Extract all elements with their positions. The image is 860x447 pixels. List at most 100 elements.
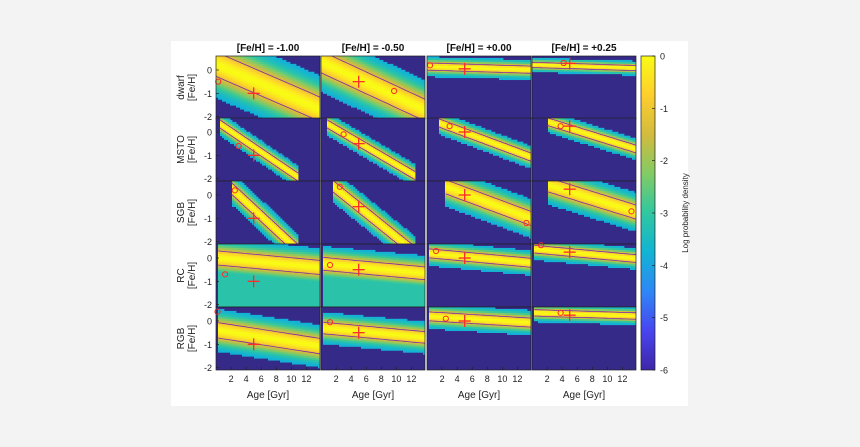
density-cell (278, 87, 281, 90)
density-cell (339, 67, 342, 71)
density-cell (288, 165, 291, 168)
density-cell (329, 133, 332, 137)
density-cell (534, 63, 537, 67)
density-cell (278, 63, 281, 67)
density-cell (417, 109, 420, 112)
density-cell (288, 93, 291, 96)
density-cell (385, 61, 388, 65)
density-cell (367, 155, 370, 158)
density-cell (419, 109, 422, 112)
density-cell (224, 69, 227, 73)
density-cell (248, 135, 251, 139)
density-cell (345, 79, 348, 82)
density-cell (272, 105, 275, 108)
density-cell (435, 56, 438, 59)
density-cell (401, 177, 404, 180)
density-cell (491, 133, 494, 137)
density-cell (216, 63, 219, 67)
density-cell (429, 57, 432, 61)
density-cell (592, 69, 595, 73)
density-cell (461, 127, 464, 131)
density-cell (353, 149, 356, 152)
density-cell (465, 71, 468, 75)
density-cell (278, 161, 281, 164)
density-cell (333, 75, 336, 79)
density-cell (379, 165, 382, 168)
density-cell (240, 93, 243, 96)
density-cell (254, 81, 257, 84)
density-cell (302, 89, 305, 92)
density-cell (626, 71, 629, 75)
density-cell (294, 75, 297, 79)
density-cell (254, 95, 257, 98)
density-cell (357, 59, 360, 63)
density-cell (284, 79, 287, 82)
density-cell (503, 139, 506, 143)
density-cell (250, 105, 253, 108)
density-cell (224, 99, 227, 102)
density-cell (413, 75, 416, 79)
density-cell (302, 91, 305, 94)
density-cell (461, 137, 464, 141)
density-cell (393, 173, 396, 176)
density-cell (437, 69, 440, 73)
density-cell (536, 69, 539, 73)
density-cell (367, 105, 370, 108)
density-cell (405, 99, 408, 102)
density-cell (254, 107, 257, 110)
density-cell (276, 93, 279, 96)
density-cell (272, 63, 275, 67)
density-cell (399, 79, 402, 82)
density-cell (501, 71, 504, 75)
density-cell (389, 67, 392, 71)
density-cell (347, 141, 350, 144)
density-cell (268, 167, 271, 170)
density-cell (230, 67, 233, 71)
density-cell (216, 95, 219, 98)
density-cell (272, 67, 275, 71)
density-cell (477, 75, 480, 79)
density-cell (321, 75, 324, 79)
density-cell (349, 73, 352, 77)
density-cell (417, 95, 420, 98)
density-cell (347, 143, 350, 146)
density-cell (534, 61, 537, 65)
density-cell (353, 103, 356, 106)
density-cell (304, 97, 307, 100)
density-cell (242, 71, 245, 75)
density-cell (343, 73, 346, 77)
density-cell (419, 89, 422, 92)
density-cell (521, 59, 524, 63)
density-cell (467, 125, 470, 129)
density-cell (487, 129, 490, 133)
density-cell (381, 109, 384, 112)
density-cell (588, 61, 591, 65)
density-cell (409, 73, 412, 77)
density-cell (327, 83, 330, 86)
density-cell (562, 63, 565, 67)
density-cell (393, 93, 396, 96)
density-cell (347, 59, 350, 63)
density-cell (222, 125, 225, 129)
density-cell (300, 85, 303, 88)
density-cell (517, 65, 520, 69)
density-cell (270, 115, 273, 118)
density-cell (312, 103, 315, 106)
density-cell (475, 133, 478, 137)
density-cell (389, 93, 392, 96)
density-cell (306, 95, 309, 98)
density-cell (343, 133, 346, 137)
density-cell (264, 67, 267, 71)
density-cell (288, 179, 291, 181)
density-cell (387, 107, 390, 110)
density-cell (256, 83, 259, 86)
density-cell (403, 165, 406, 168)
density-cell (282, 177, 285, 180)
density-cell (314, 99, 317, 102)
density-cell (385, 111, 388, 114)
density-cell (256, 111, 259, 114)
density-cell (363, 56, 366, 59)
density-cell (292, 111, 295, 114)
density-cell (353, 77, 356, 81)
density-cell (369, 79, 372, 82)
